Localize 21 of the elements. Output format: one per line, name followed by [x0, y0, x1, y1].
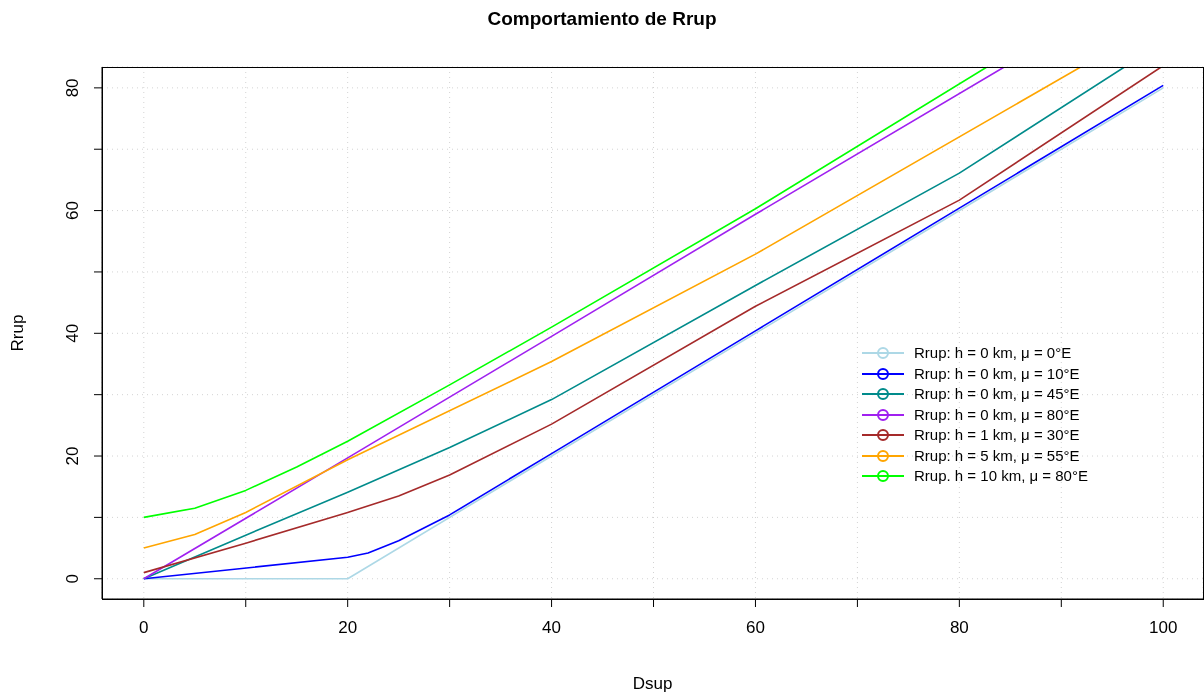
- chart-title: Comportamiento de Rrup: [486, 8, 718, 30]
- y-tick-label: 60: [63, 201, 82, 221]
- legend-label: Rrup: h = 0 km, μ = 0°E: [914, 343, 1072, 363]
- legend-label: Rrup: h = 0 km, μ = 10°E: [914, 363, 1080, 384]
- x-axis-title: Dsup: [631, 674, 674, 694]
- legend-label: Rrup: h = 0 km, μ = 80°E: [914, 404, 1080, 425]
- y-tick-label: 0: [63, 574, 82, 584]
- x-tick-label: 100: [1149, 618, 1178, 638]
- x-tick-label: 0: [139, 618, 149, 638]
- y-axis-title: Rrup: [8, 314, 28, 352]
- legend-label: Rrup. h = 10 km, μ = 80°E: [914, 466, 1088, 486]
- legend-label: Rrup: h = 1 km, μ = 30°E: [914, 425, 1080, 445]
- x-tick-label: 60: [746, 618, 765, 638]
- y-tick-label: 40: [63, 323, 82, 343]
- x-tick-label: 40: [542, 618, 562, 638]
- y-tick-label: 80: [63, 78, 82, 98]
- y-tick-label: 20: [63, 446, 82, 466]
- x-tick-label: 20: [338, 618, 358, 638]
- x-tick-label: 80: [949, 618, 969, 638]
- legend-label: Rrup: h = 0 km, μ = 45°E: [914, 384, 1080, 404]
- legend-label: Rrup: h = 5 km, μ = 55°E: [914, 445, 1080, 466]
